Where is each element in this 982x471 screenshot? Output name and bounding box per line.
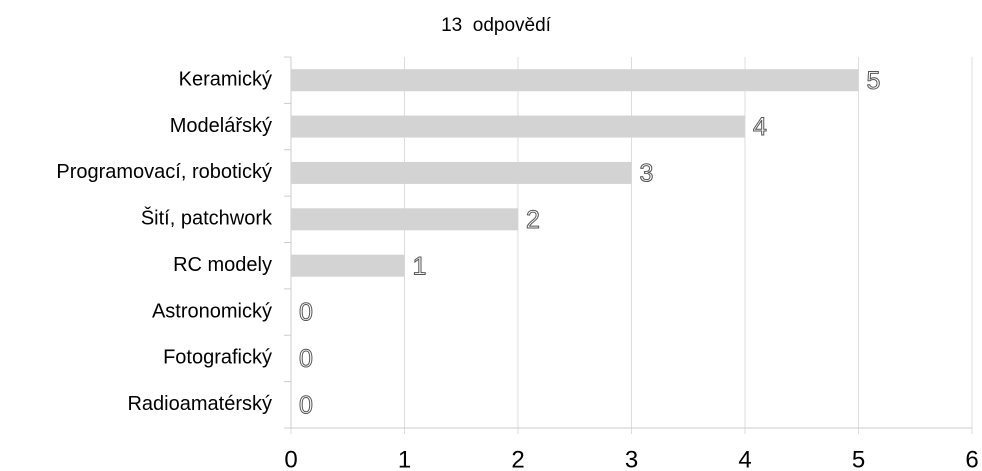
bar xyxy=(291,69,859,92)
category-label: Šití, patchwork xyxy=(141,207,273,230)
x-tick-label: 4 xyxy=(738,446,751,471)
category-label: Fotografický xyxy=(163,347,272,369)
value-label: 2 xyxy=(526,206,540,234)
chart-title: 13 odpovědí xyxy=(441,15,552,36)
x-tick-label: 6 xyxy=(965,446,978,471)
value-label: 1 xyxy=(413,252,427,280)
value-label: 3 xyxy=(640,160,654,188)
category-label: Keramický xyxy=(179,68,272,90)
x-tick-label: 3 xyxy=(625,446,638,471)
value-label: 0 xyxy=(299,391,313,419)
value-label: 4 xyxy=(753,113,767,141)
x-tick-label: 2 xyxy=(511,446,524,471)
bar xyxy=(291,161,632,184)
value-label: 0 xyxy=(299,299,313,327)
bar xyxy=(291,115,745,138)
value-label: 0 xyxy=(299,345,313,373)
category-label: Radioamatérský xyxy=(127,393,272,415)
bar xyxy=(291,254,405,277)
category-label: RC modely xyxy=(173,254,272,276)
category-label: Programovací, robotický xyxy=(56,161,272,183)
x-tick-label: 1 xyxy=(398,446,411,471)
category-label: Modelářský xyxy=(170,115,272,137)
category-label: Astronomický xyxy=(152,300,272,322)
x-tick-label: 0 xyxy=(284,446,297,471)
bar xyxy=(291,208,518,231)
x-tick-label: 5 xyxy=(852,446,865,471)
value-label: 5 xyxy=(867,67,881,95)
